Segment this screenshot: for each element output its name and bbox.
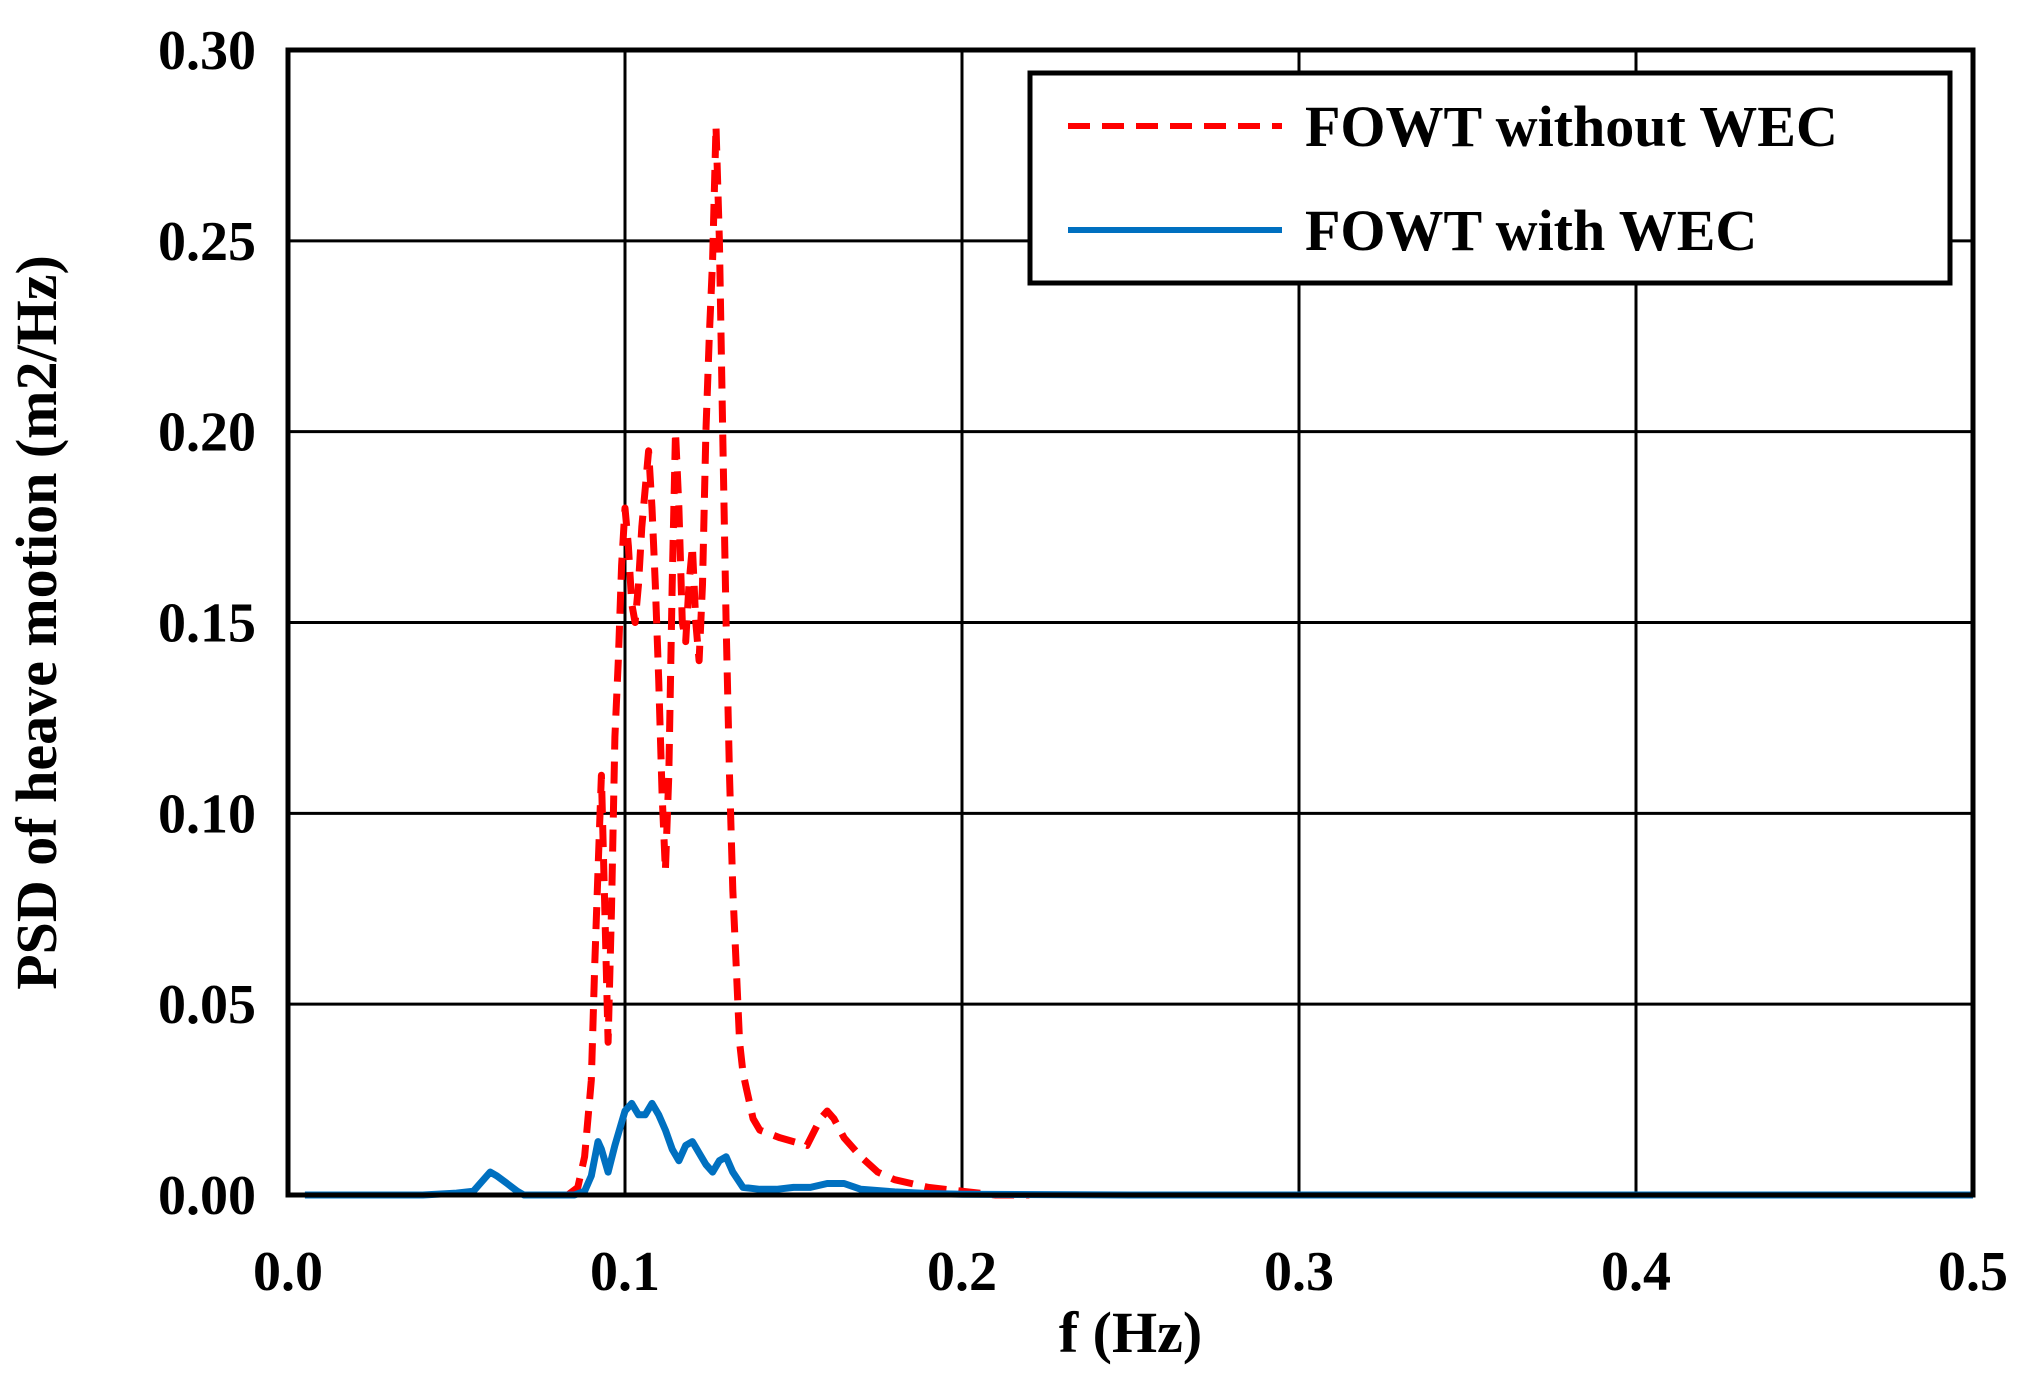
y-tick-label: 0.15: [158, 593, 256, 655]
y-tick-label: 0.25: [158, 211, 256, 273]
series-line-1: [304, 1099, 1973, 1199]
x-tick-label: 0.1: [590, 1241, 660, 1303]
plot-area-frame: [285, 47, 1976, 1198]
x-tick-label: 0.0: [253, 1241, 323, 1303]
x-axis-title: f (Hz): [1059, 1300, 1202, 1365]
y-tick-labels: 0.00 0.05 0.10 0.15 0.20 0.25 0.30: [158, 20, 256, 1227]
y-axis-title: PSD of heave motion (m2/Hz): [4, 255, 69, 990]
legend-label-without-wec: FOWT without WEC: [1305, 94, 1838, 159]
legend: FOWT without WEC FOWT with WEC: [1027, 70, 1953, 286]
x-tick-label: 0.3: [1264, 1241, 1334, 1303]
legend-label-with-wec: FOWT with WEC: [1305, 198, 1757, 263]
x-tick-label: 0.2: [927, 1241, 997, 1303]
series-lines: [304, 122, 1973, 1199]
x-tick-label: 0.5: [1938, 1241, 2008, 1303]
y-tick-label: 0.30: [158, 20, 256, 82]
y-tick-label: 0.20: [158, 402, 256, 464]
y-tick-label: 0.10: [158, 783, 256, 845]
y-tick-label: 0.05: [158, 974, 256, 1036]
x-tick-label: 0.4: [1601, 1241, 1671, 1303]
legend-box: [1027, 70, 1953, 286]
x-tick-labels: 0.0 0.1 0.2 0.3 0.4 0.5: [253, 1241, 2008, 1303]
y-tick-label: 0.00: [158, 1165, 256, 1227]
series-line-0: [565, 122, 1030, 1199]
